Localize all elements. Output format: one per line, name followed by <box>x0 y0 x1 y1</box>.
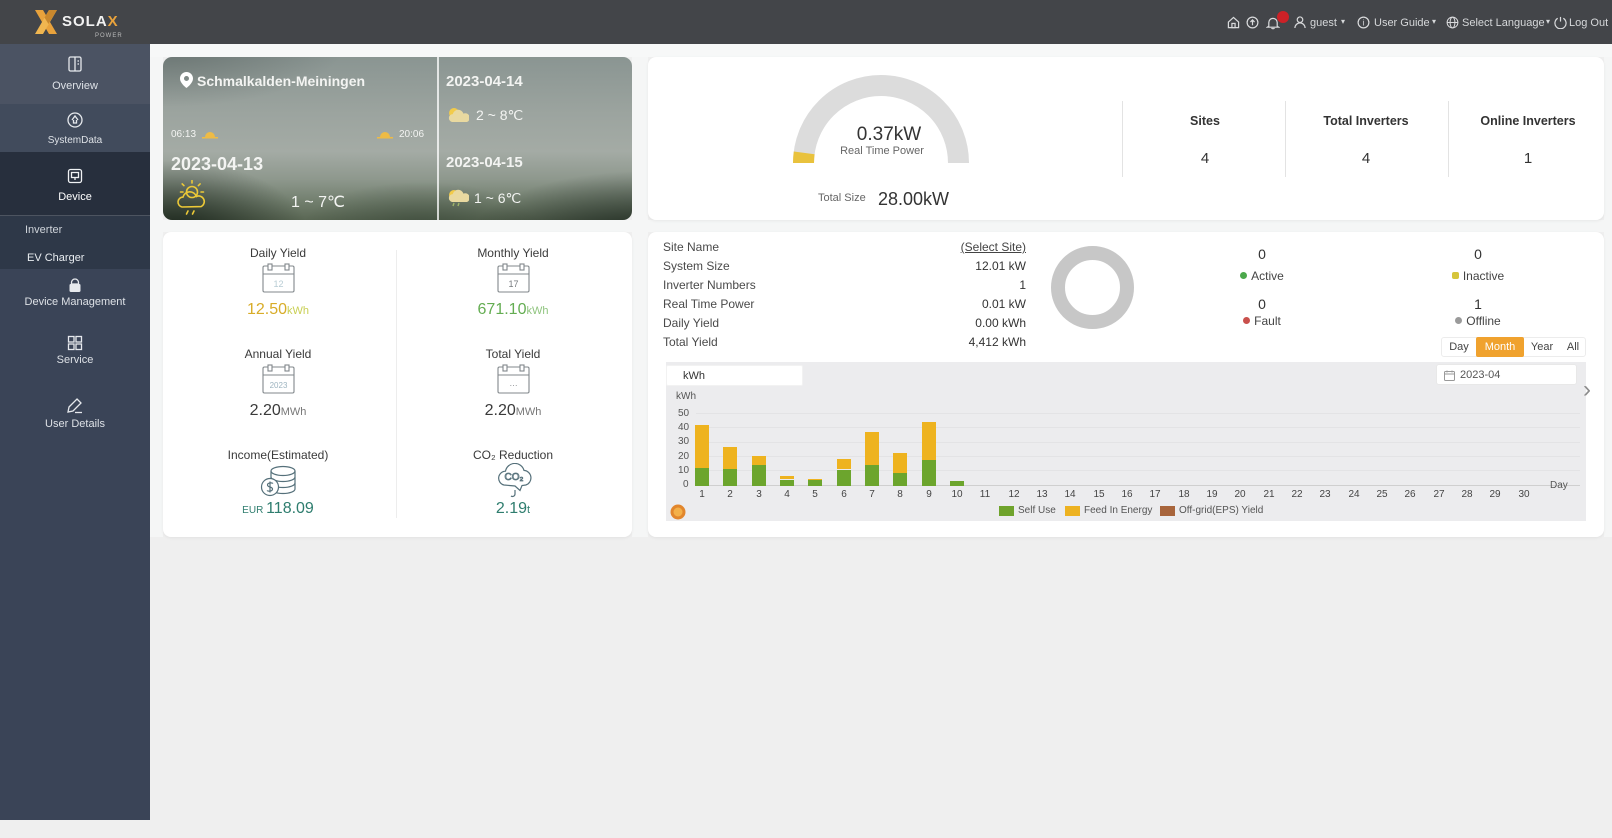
svg-text:12: 12 <box>273 279 283 289</box>
svg-text:···: ··· <box>510 381 518 390</box>
svg-text:CO₂: CO₂ <box>505 472 524 483</box>
svg-text:17: 17 <box>508 279 518 289</box>
svg-text:2023: 2023 <box>270 381 288 390</box>
svg-text:i: i <box>1363 17 1365 27</box>
